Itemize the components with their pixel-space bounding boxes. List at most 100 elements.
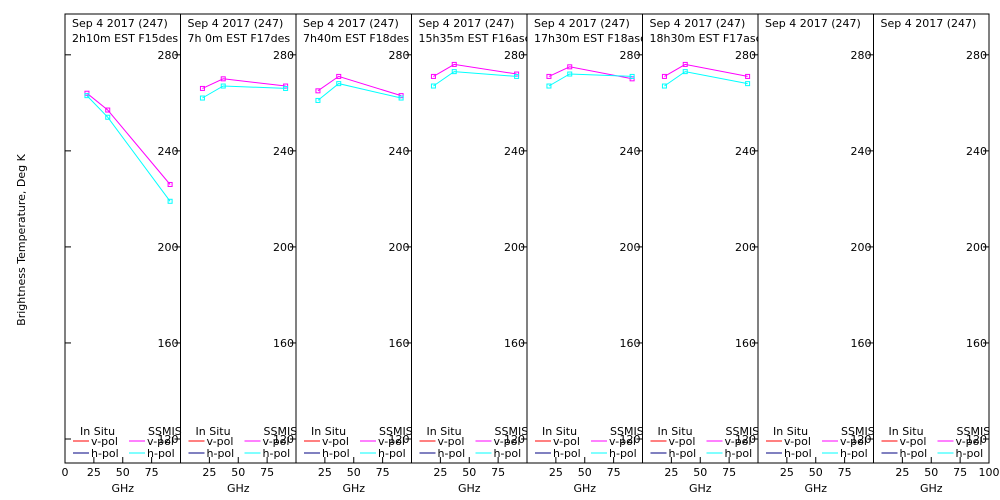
y-tick-label: 120 — [504, 433, 525, 446]
x-tick-label: 50 — [116, 466, 130, 479]
series-h-pol-point — [629, 73, 635, 79]
y-tick-label: 240 — [389, 145, 410, 158]
y-tick-label: 280 — [735, 49, 756, 62]
x-tick-label: 25 — [549, 466, 563, 479]
y-tick-label: 200 — [620, 241, 641, 254]
series-v-pol-point — [105, 107, 111, 113]
series-v-pol-line — [664, 63, 748, 77]
legend-in-situ-h-pol-label: h-pol — [900, 447, 928, 460]
series-h-pol-point — [199, 95, 205, 101]
y-tick-label: 280 — [389, 49, 410, 62]
y-tick-label: 160 — [620, 337, 641, 350]
x-tick-label: 25 — [433, 466, 447, 479]
x-tick-label: 50 — [231, 466, 245, 479]
x-tick-label: 75 — [953, 466, 967, 479]
legend-in-situ-title: In Situ — [80, 425, 115, 438]
series-v-pol-line — [86, 92, 171, 185]
legend-in-situ-title: In Situ — [427, 425, 462, 438]
panel-date: Sep 4 2017 (247) — [303, 17, 399, 30]
x-tick-label: 0 — [62, 466, 69, 479]
series-h-pol-point — [682, 69, 688, 75]
series-v-pol-point — [336, 73, 342, 79]
series-h-pol-point — [567, 71, 573, 77]
legend-in-situ-v-pol-label: v-pol — [784, 435, 811, 448]
legend-in-situ-title: In Situ — [658, 425, 693, 438]
x-axis-label: GHz — [689, 482, 712, 495]
panel-time-satellite: 18h30m EST F17asc — [650, 32, 762, 45]
legend-ssmis-title: SSMIS — [264, 425, 298, 438]
y-tick-label: 120 — [851, 433, 872, 446]
series-h-pol-point — [745, 81, 751, 87]
series-v-pol-point — [199, 85, 205, 91]
panels: Sep 4 2017 (247) 2h10m EST F15des 120 160 20… — [62, 13, 1000, 495]
y-tick-label: 160 — [273, 337, 294, 350]
legend-ssmis-title: SSMIS — [610, 425, 644, 438]
y-tick-label: 240 — [620, 145, 641, 158]
series-h-pol-point — [451, 69, 457, 75]
y-tick-label: 160 — [851, 337, 872, 350]
series-v-pol-point — [567, 64, 573, 70]
legend-in-situ-h-pol-label: h-pol — [91, 447, 119, 460]
y-tick-label: 120 — [620, 433, 641, 446]
series-h-pol-point — [283, 85, 289, 91]
x-axis-label: GHz — [920, 482, 943, 495]
y-tick-label: 200 — [389, 241, 410, 254]
y-tick-label: 200 — [273, 241, 294, 254]
legend-in-situ-v-pol-label: v-pol — [553, 435, 580, 448]
legend-in-situ-h-pol-label: h-pol — [784, 447, 812, 460]
panel-date: Sep 4 2017 (247) — [72, 17, 168, 30]
x-tick-label: 75 — [838, 466, 852, 479]
y-axis-label: Brightness Temperature, Deg K — [15, 153, 28, 325]
panel-time-satellite: 15h35m EST F16asc — [419, 32, 531, 45]
panel-time-satellite: 7h40m EST F18des — [303, 32, 409, 45]
legend-ssmis-v-pol-label: v-pol — [378, 435, 405, 448]
x-axis-label: GHz — [111, 482, 134, 495]
legend-ssmis-h-pol-label: h-pol — [609, 447, 637, 460]
legend-in-situ-h-pol-label: h-pol — [669, 447, 697, 460]
panel-time-satellite: 17h30m EST F18asc — [534, 32, 646, 45]
x-axis-label: GHz — [342, 482, 365, 495]
legend-in-situ-v-pol-label: v-pol — [900, 435, 927, 448]
y-tick-label: 200 — [504, 241, 525, 254]
legend-ssmis-title: SSMIS — [726, 425, 760, 438]
x-tick-label: 75 — [376, 466, 390, 479]
series-h-pol-line — [433, 71, 517, 87]
legend-ssmis-v-pol-label: v-pol — [956, 435, 983, 448]
y-tick-label: 200 — [851, 241, 872, 254]
legend-in-situ-v-pol-label: v-pol — [322, 435, 349, 448]
x-tick-label: 75 — [722, 466, 736, 479]
legend-in-situ-title: In Situ — [196, 425, 231, 438]
legend-ssmis-h-pol-label: h-pol — [263, 447, 291, 460]
legend-ssmis-title: SSMIS — [495, 425, 529, 438]
series-h-pol-point — [336, 81, 342, 87]
series-h-pol-point — [661, 83, 667, 89]
x-axis-label: GHz — [573, 482, 596, 495]
x-tick-label: 25 — [87, 466, 101, 479]
series-v-pol-line — [548, 66, 633, 80]
series-v-pol-point — [546, 73, 552, 79]
panel-time-satellite: 7h 0m EST F17des — [188, 32, 291, 45]
legend-ssmis-title: SSMIS — [841, 425, 875, 438]
y-tick-label: 200 — [158, 241, 179, 254]
legend-ssmis-title: SSMIS — [957, 425, 991, 438]
y-tick-label: 120 — [273, 433, 294, 446]
series-v-pol-point — [220, 76, 226, 82]
series-h-pol-point — [430, 83, 436, 89]
series-h-pol-line — [317, 83, 402, 101]
series-v-pol-point — [661, 73, 667, 79]
panel-date: Sep 4 2017 (247) — [534, 17, 630, 30]
legend-in-situ-v-pol-label: v-pol — [207, 435, 234, 448]
x-tick-label: 25 — [318, 466, 332, 479]
y-tick-label: 120 — [735, 433, 756, 446]
y-tick-label: 240 — [158, 145, 179, 158]
series-v-pol-line — [433, 63, 517, 77]
series-v-pol-line — [202, 78, 286, 89]
panel-6: Sep 4 2017 (247) 18h30m EST F17asc 120 160 2… — [642, 13, 762, 495]
series-h-pol-point — [220, 83, 226, 89]
x-tick-label: 50 — [924, 466, 938, 479]
legend-ssmis-v-pol-label: v-pol — [494, 435, 521, 448]
y-tick-label: 240 — [273, 145, 294, 158]
panel-1: Sep 4 2017 (247) 2h10m EST F15des 120 160 20… — [62, 13, 182, 495]
series-h-pol-line — [202, 85, 286, 99]
